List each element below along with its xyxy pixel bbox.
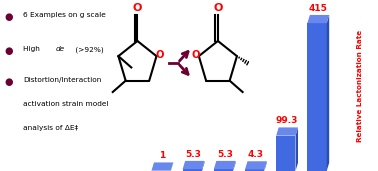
Polygon shape	[276, 127, 298, 136]
Text: ●: ●	[4, 77, 13, 87]
Polygon shape	[152, 162, 173, 171]
Text: 1: 1	[159, 151, 166, 160]
Text: 5.3: 5.3	[186, 150, 201, 159]
Text: 5.3: 5.3	[217, 150, 233, 159]
Polygon shape	[183, 161, 204, 169]
Polygon shape	[245, 169, 264, 171]
Polygon shape	[183, 169, 202, 171]
Polygon shape	[276, 136, 296, 171]
Polygon shape	[307, 15, 329, 23]
Polygon shape	[296, 127, 298, 171]
Text: O: O	[155, 50, 164, 60]
Polygon shape	[214, 169, 233, 171]
Polygon shape	[307, 23, 327, 171]
Text: analysis of ΔE‡: analysis of ΔE‡	[23, 125, 78, 131]
Text: O: O	[191, 50, 200, 60]
Text: activation strain model: activation strain model	[23, 101, 108, 107]
Text: 415: 415	[309, 4, 328, 13]
Polygon shape	[214, 161, 235, 169]
Text: 99.3: 99.3	[276, 116, 298, 125]
Polygon shape	[202, 161, 204, 171]
Text: 6 Examples on g scale: 6 Examples on g scale	[23, 12, 106, 18]
Polygon shape	[233, 161, 235, 171]
Text: O: O	[213, 3, 223, 13]
Text: ●: ●	[4, 46, 13, 56]
Polygon shape	[245, 161, 267, 169]
Text: (>92%): (>92%)	[73, 46, 104, 53]
Text: Distortion/Interaction: Distortion/Interaction	[23, 77, 101, 83]
Text: Relative Lactonization Rate: Relative Lactonization Rate	[357, 29, 363, 142]
Text: High: High	[23, 46, 42, 52]
Text: 4.3: 4.3	[248, 150, 264, 159]
Text: ●: ●	[4, 12, 13, 22]
Polygon shape	[327, 15, 329, 171]
Text: O: O	[133, 3, 142, 13]
Polygon shape	[171, 162, 173, 171]
Polygon shape	[264, 161, 267, 171]
Text: de: de	[56, 46, 65, 52]
